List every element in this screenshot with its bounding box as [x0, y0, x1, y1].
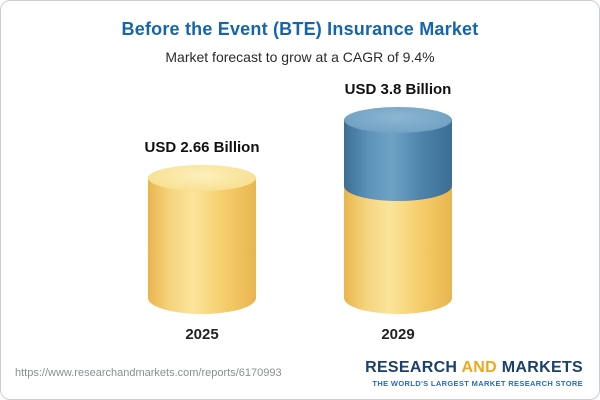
chart-area: USD 2.66 Billion 2025 USD 3.8 Billion 20… [1, 81, 599, 343]
chart-title: Before the Event (BTE) Insurance Market [121, 19, 479, 39]
cylinder-2029-growth-segment [344, 107, 452, 201]
year-label-2029: 2029 [381, 326, 415, 343]
bar-value-label-2025: USD 2.66 Billion [144, 139, 260, 156]
chart-header: Before the Event (BTE) Insurance Market … [1, 1, 599, 65]
cylinder-top-2025 [148, 165, 256, 191]
year-label-2025: 2025 [185, 326, 219, 343]
research-and-markets-logo: RESEARCH AND MARKETS THE WORLD'S LARGEST… [365, 359, 583, 388]
report-url: https://www.researchandmarkets.com/repor… [15, 367, 282, 379]
chart-subtitle: Market forecast to grow at a CAGR of 9.4… [165, 49, 435, 65]
bar-group-2029: USD 3.8 Billion 2029 [323, 81, 473, 343]
bar-value-label-2029: USD 3.8 Billion [344, 81, 452, 98]
cylinder-top-2029 [344, 107, 452, 133]
logo-tagline: THE WORLD'S LARGEST MARKET RESEARCH STOR… [372, 378, 583, 388]
logo-wordmark: RESEARCH AND MARKETS [365, 359, 583, 377]
logo-word-research: RESEARCH [365, 358, 458, 376]
footer: https://www.researchandmarkets.com/repor… [1, 353, 599, 399]
logo-word-markets: MARKETS [501, 358, 583, 376]
bar-group-2025: USD 2.66 Billion 2025 [127, 139, 277, 343]
cylinder-2025 [148, 165, 256, 314]
cylinder-2029 [344, 107, 452, 314]
logo-word-and: AND [461, 358, 498, 376]
